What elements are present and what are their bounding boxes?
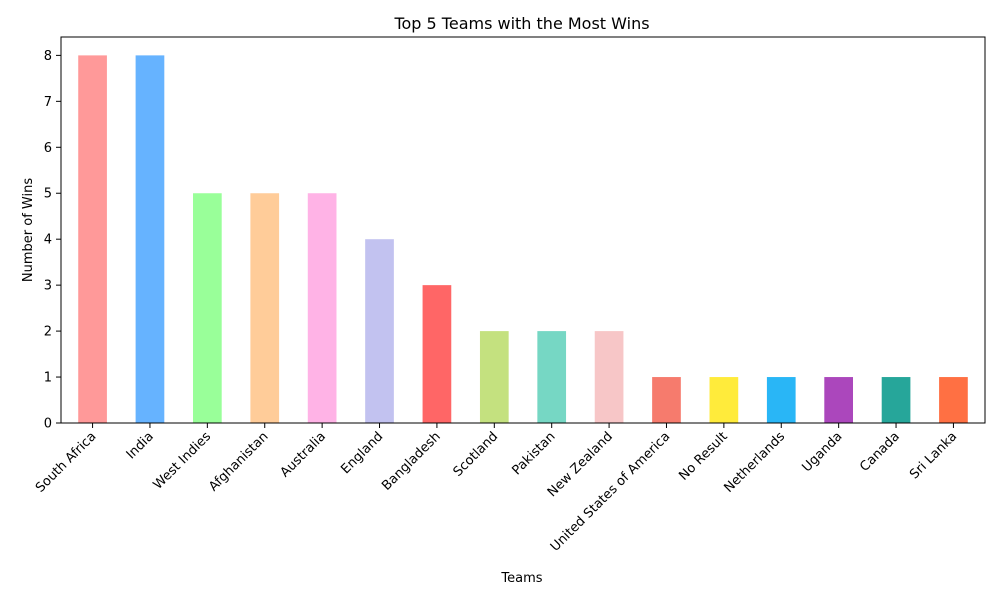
bar-new-zealand xyxy=(594,331,624,423)
bar-australia xyxy=(307,193,337,423)
bar-west-indies xyxy=(193,193,222,423)
bar-afghanistan xyxy=(250,193,280,423)
bar-india xyxy=(135,55,165,423)
y-tick-label: 0 xyxy=(44,417,52,432)
bar-no-result xyxy=(709,377,739,423)
plot-frame xyxy=(60,36,986,424)
bar-south-africa xyxy=(78,55,107,423)
x-tick-label: India xyxy=(124,429,157,462)
x-tick-label: Bangladesh xyxy=(379,429,444,494)
bar-scotland xyxy=(479,331,509,423)
y-tick-label: 7 xyxy=(44,95,52,110)
y-axis-label: Number of Wins xyxy=(21,178,36,282)
bar-bangladesh xyxy=(422,285,452,423)
x-tick-label: United States of America xyxy=(548,429,673,554)
bars-group xyxy=(78,55,968,423)
bar-england xyxy=(365,239,394,423)
x-tick-label: Scotland xyxy=(451,429,502,480)
y-axis: 0 1 2 3 4 5 6 7 8 xyxy=(44,49,61,432)
bar-pakistan xyxy=(537,331,567,423)
bar-united-states-of-america xyxy=(652,377,681,423)
x-tick-label: England xyxy=(338,429,386,477)
y-tick-label: 5 xyxy=(44,187,52,202)
bar-sri-lanka xyxy=(939,377,968,423)
y-tick-label: 3 xyxy=(44,279,52,294)
y-tick-label: 2 xyxy=(44,325,52,340)
x-axis-label: Teams xyxy=(500,571,542,586)
x-tick-label: Netherlands xyxy=(721,429,788,496)
x-tick-label: Australia xyxy=(278,429,329,480)
x-tick-label: West Indies xyxy=(151,429,215,493)
x-tick-label: Canada xyxy=(857,429,903,475)
x-tick-label: Afghanistan xyxy=(206,429,271,494)
x-tick-label: Uganda xyxy=(799,429,845,475)
y-tick-label: 1 xyxy=(44,371,52,386)
chart-title: Top 5 Teams with the Most Wins xyxy=(393,14,649,33)
bar-netherlands xyxy=(766,377,796,423)
bar-canada xyxy=(881,377,911,423)
bar-uganda xyxy=(824,377,853,423)
x-tick-label: No Result xyxy=(676,429,730,483)
x-tick-label: Pakistan xyxy=(509,429,558,478)
x-tick-label: Sri Lanka xyxy=(907,429,960,482)
y-tick-label: 8 xyxy=(44,49,52,64)
y-tick-label: 4 xyxy=(44,233,52,248)
x-tick-label: South Africa xyxy=(33,429,99,495)
y-tick-label: 6 xyxy=(44,141,52,156)
